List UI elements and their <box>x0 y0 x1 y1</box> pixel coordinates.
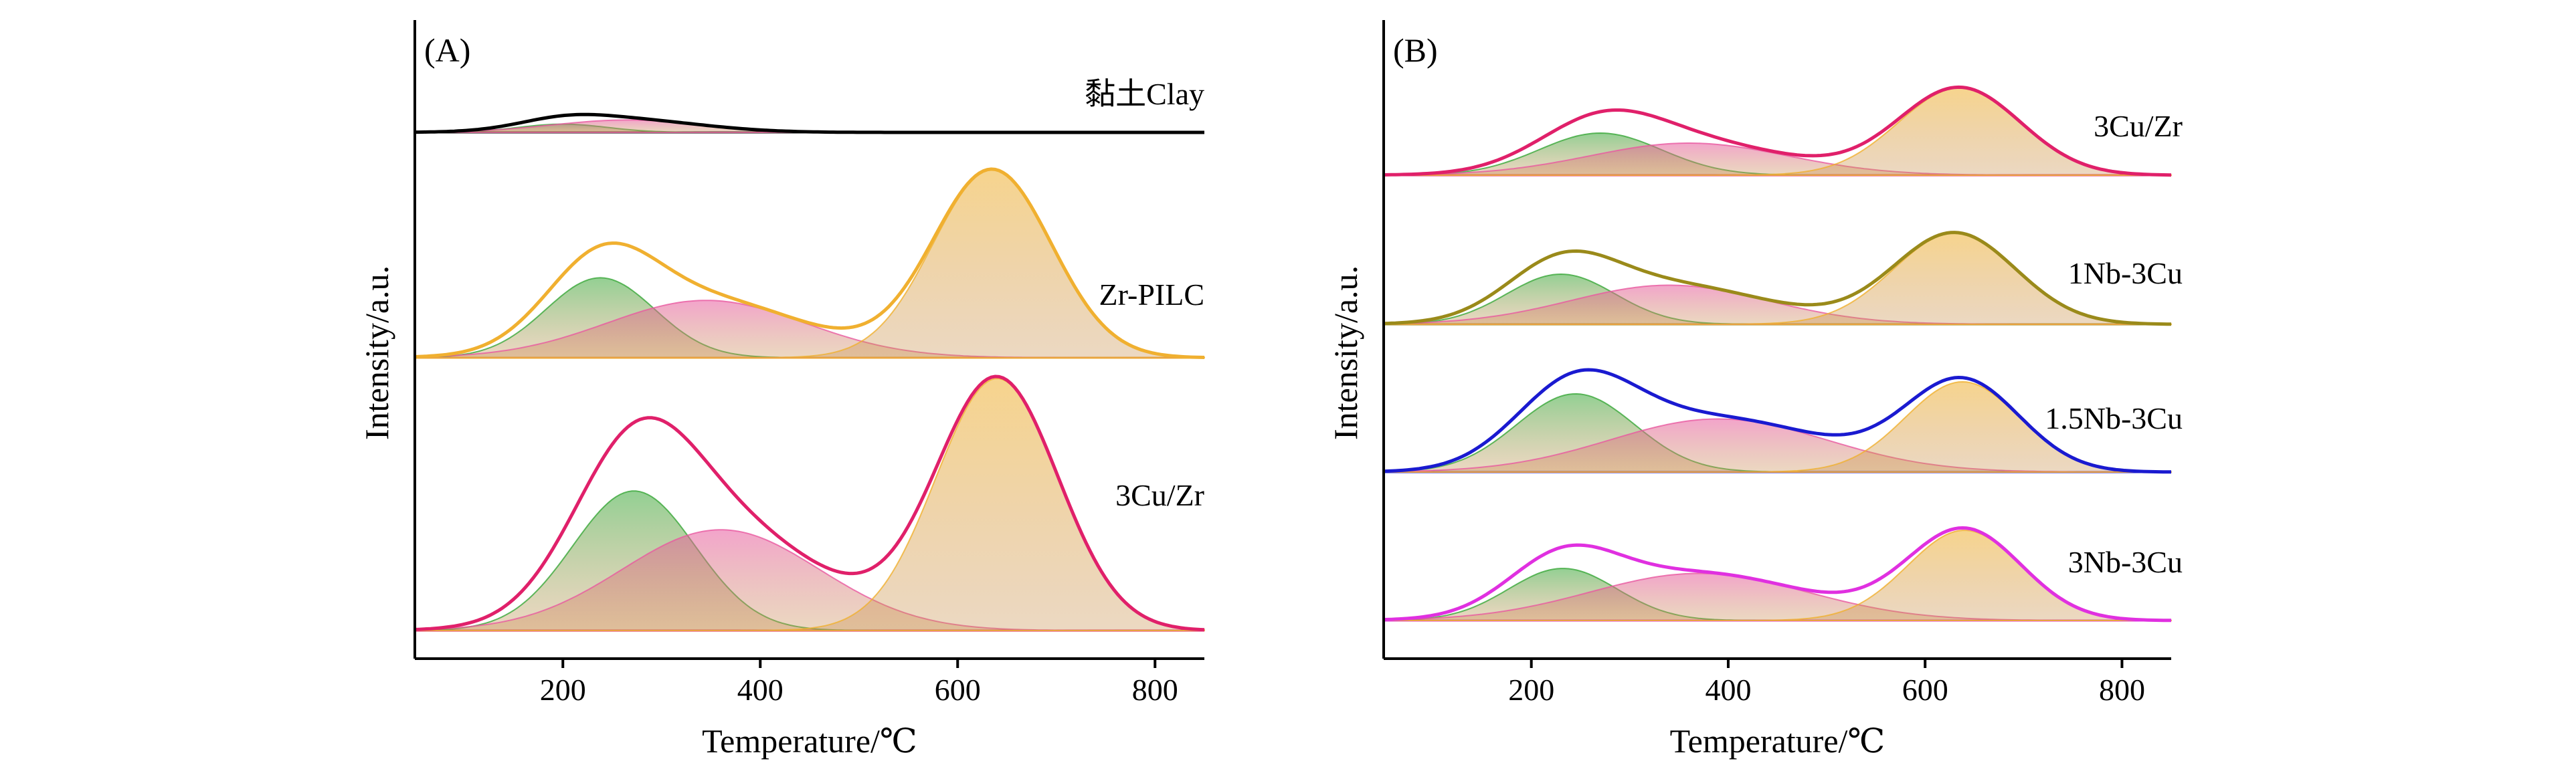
envelope-curve <box>415 112 1204 134</box>
sample-0: 黏土Clay <box>414 77 1204 134</box>
y-axis-label: Intensity/a.u. <box>1327 265 1364 440</box>
panel-label: (A) <box>424 31 470 69</box>
sample-0: 3Cu/Zr <box>1383 85 2183 177</box>
y-axis-label: Intensity/a.u. <box>358 265 395 440</box>
envelope-curve <box>414 374 1205 632</box>
panel-a: 黏土Clay Zr-PILC 3Cu/Zr 200 400 600 800 Temperatu… <box>358 20 1205 760</box>
sample-label: 3Cu/Zr <box>1115 478 1204 512</box>
x-tick-label: 600 <box>1902 673 1948 707</box>
envelope-curve <box>1383 526 2172 623</box>
sample-3: 3Nb-3Cu <box>1383 526 2183 623</box>
sample-label: 1.5Nb-3Cu <box>2045 401 2183 435</box>
x-axis-label: Temperature/℃ <box>1670 722 1885 760</box>
x-tick-label: 200 <box>1508 673 1554 707</box>
sample-label: 黏土Clay <box>1085 77 1204 111</box>
panel-b: 3Cu/Zr 1Nb-3Cu 1.5Nb-3Cu 3Nb-3Cu 200 400 600 80… <box>1327 20 2183 760</box>
panel-label: (B) <box>1393 31 1438 69</box>
x-tick-label: 400 <box>1705 673 1751 707</box>
sample-label: 1Nb-3Cu <box>2068 256 2183 290</box>
envelope-curve <box>414 167 1205 359</box>
envelope-curve <box>1383 368 2171 474</box>
sample-label: Zr-PILC <box>1099 278 1205 312</box>
sample-1: Zr-PILC <box>414 167 1205 359</box>
x-tick-label: 600 <box>935 673 981 707</box>
x-tick-label: 400 <box>737 673 784 707</box>
sample-1: 1Nb-3Cu <box>1383 231 2183 326</box>
x-tick-label: 800 <box>2099 673 2145 707</box>
x-tick-label: 200 <box>540 673 586 707</box>
sample-label: 3Cu/Zr <box>2094 109 2183 143</box>
sample-label: 3Nb-3Cu <box>2068 545 2183 579</box>
sample-2: 3Cu/Zr <box>414 374 1205 632</box>
x-axis-label: Temperature/℃ <box>702 722 917 760</box>
sample-2: 1.5Nb-3Cu <box>1383 368 2183 474</box>
envelope-curve <box>1383 85 2172 177</box>
envelope-curve <box>1383 231 2171 326</box>
x-tick-label: 800 <box>1132 673 1178 707</box>
